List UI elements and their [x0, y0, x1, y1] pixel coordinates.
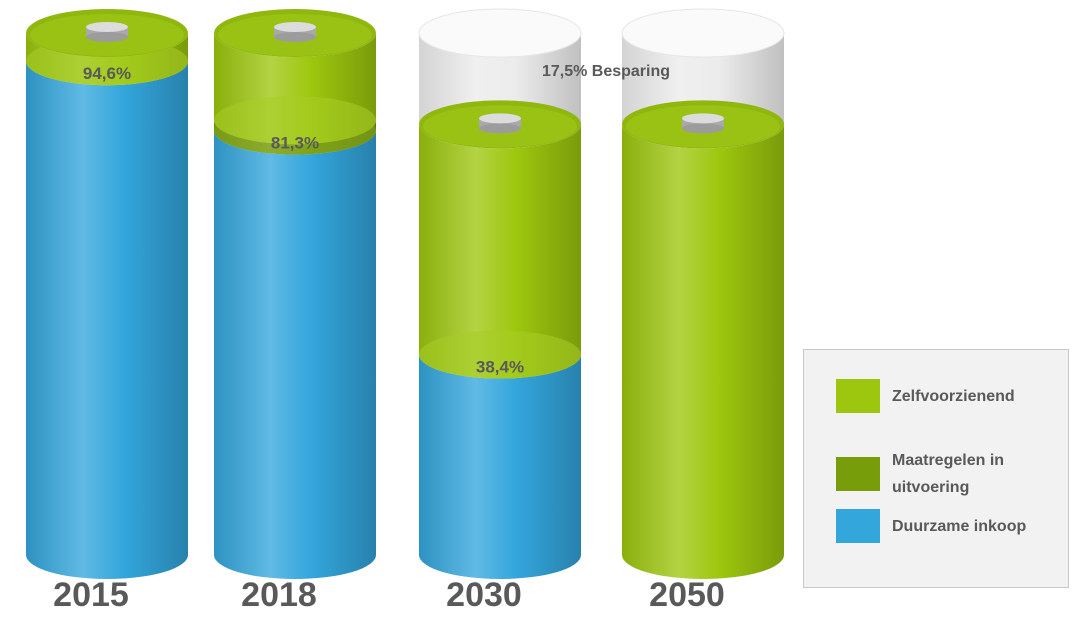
data-label-2018: 81,3%	[271, 134, 319, 153]
bar-2018-duurzame-inkoop	[214, 130, 376, 579]
bar-2015-duurzame-inkoop	[26, 61, 188, 580]
bar-2018-battery-terminal	[274, 22, 316, 42]
legend-swatch-zelfvoorzienend	[836, 379, 880, 413]
legend-item-zelfvoorzienend: Zelfvoorzienend	[836, 379, 1062, 413]
segment-boundary-2018	[214, 96, 376, 145]
bar-2015-battery-terminal	[86, 22, 128, 42]
legend-swatch-maatregelen	[836, 457, 880, 491]
legend-label-zelfvoorzienend: Zelfvoorzienend	[892, 387, 1015, 405]
chart-legend: Zelfvoorzienend Maatregelen in uitvoerin…	[803, 349, 1069, 588]
annotation-besparing: 17,5% Besparing	[542, 63, 670, 80]
legend-label-duurzame-inkoop: Duurzame inkoop	[892, 517, 1027, 535]
segment-boundary-2030	[419, 330, 581, 379]
bar-2050-ghost-top	[621, 8, 785, 58]
legend-swatch-duurzame-inkoop	[836, 509, 880, 543]
bar-2030-zelfvoorzienend	[419, 124, 581, 379]
bar-2030-battery-terminal	[479, 113, 521, 134]
category-label-2015: 2015	[53, 576, 129, 614]
bar-2050-battery-terminal	[682, 113, 724, 134]
labels-layer: 94,6% 81,3% 38,4% 17,5% Besparing 2015 2018 20…	[53, 63, 725, 614]
category-label-2050: 2050	[649, 576, 725, 614]
legend-label-maatregelen: Maatregelen in uitvoering	[892, 452, 1005, 496]
legend-item-maatregelen: Maatregelen in uitvoering	[836, 447, 1062, 501]
bar-2030-ghost-top	[418, 8, 582, 58]
bar-2030-duurzame-inkoop	[419, 354, 581, 579]
legend-item-duurzame-inkoop: Duurzame inkoop	[836, 509, 1062, 543]
data-label-2030: 38,4%	[476, 358, 524, 377]
bars-layer	[26, 8, 785, 580]
bar-2050-zelfvoorzienend	[622, 124, 784, 579]
category-label-2018: 2018	[241, 576, 317, 614]
category-label-2030: 2030	[446, 576, 522, 614]
data-label-2015: 94,6%	[83, 64, 131, 83]
